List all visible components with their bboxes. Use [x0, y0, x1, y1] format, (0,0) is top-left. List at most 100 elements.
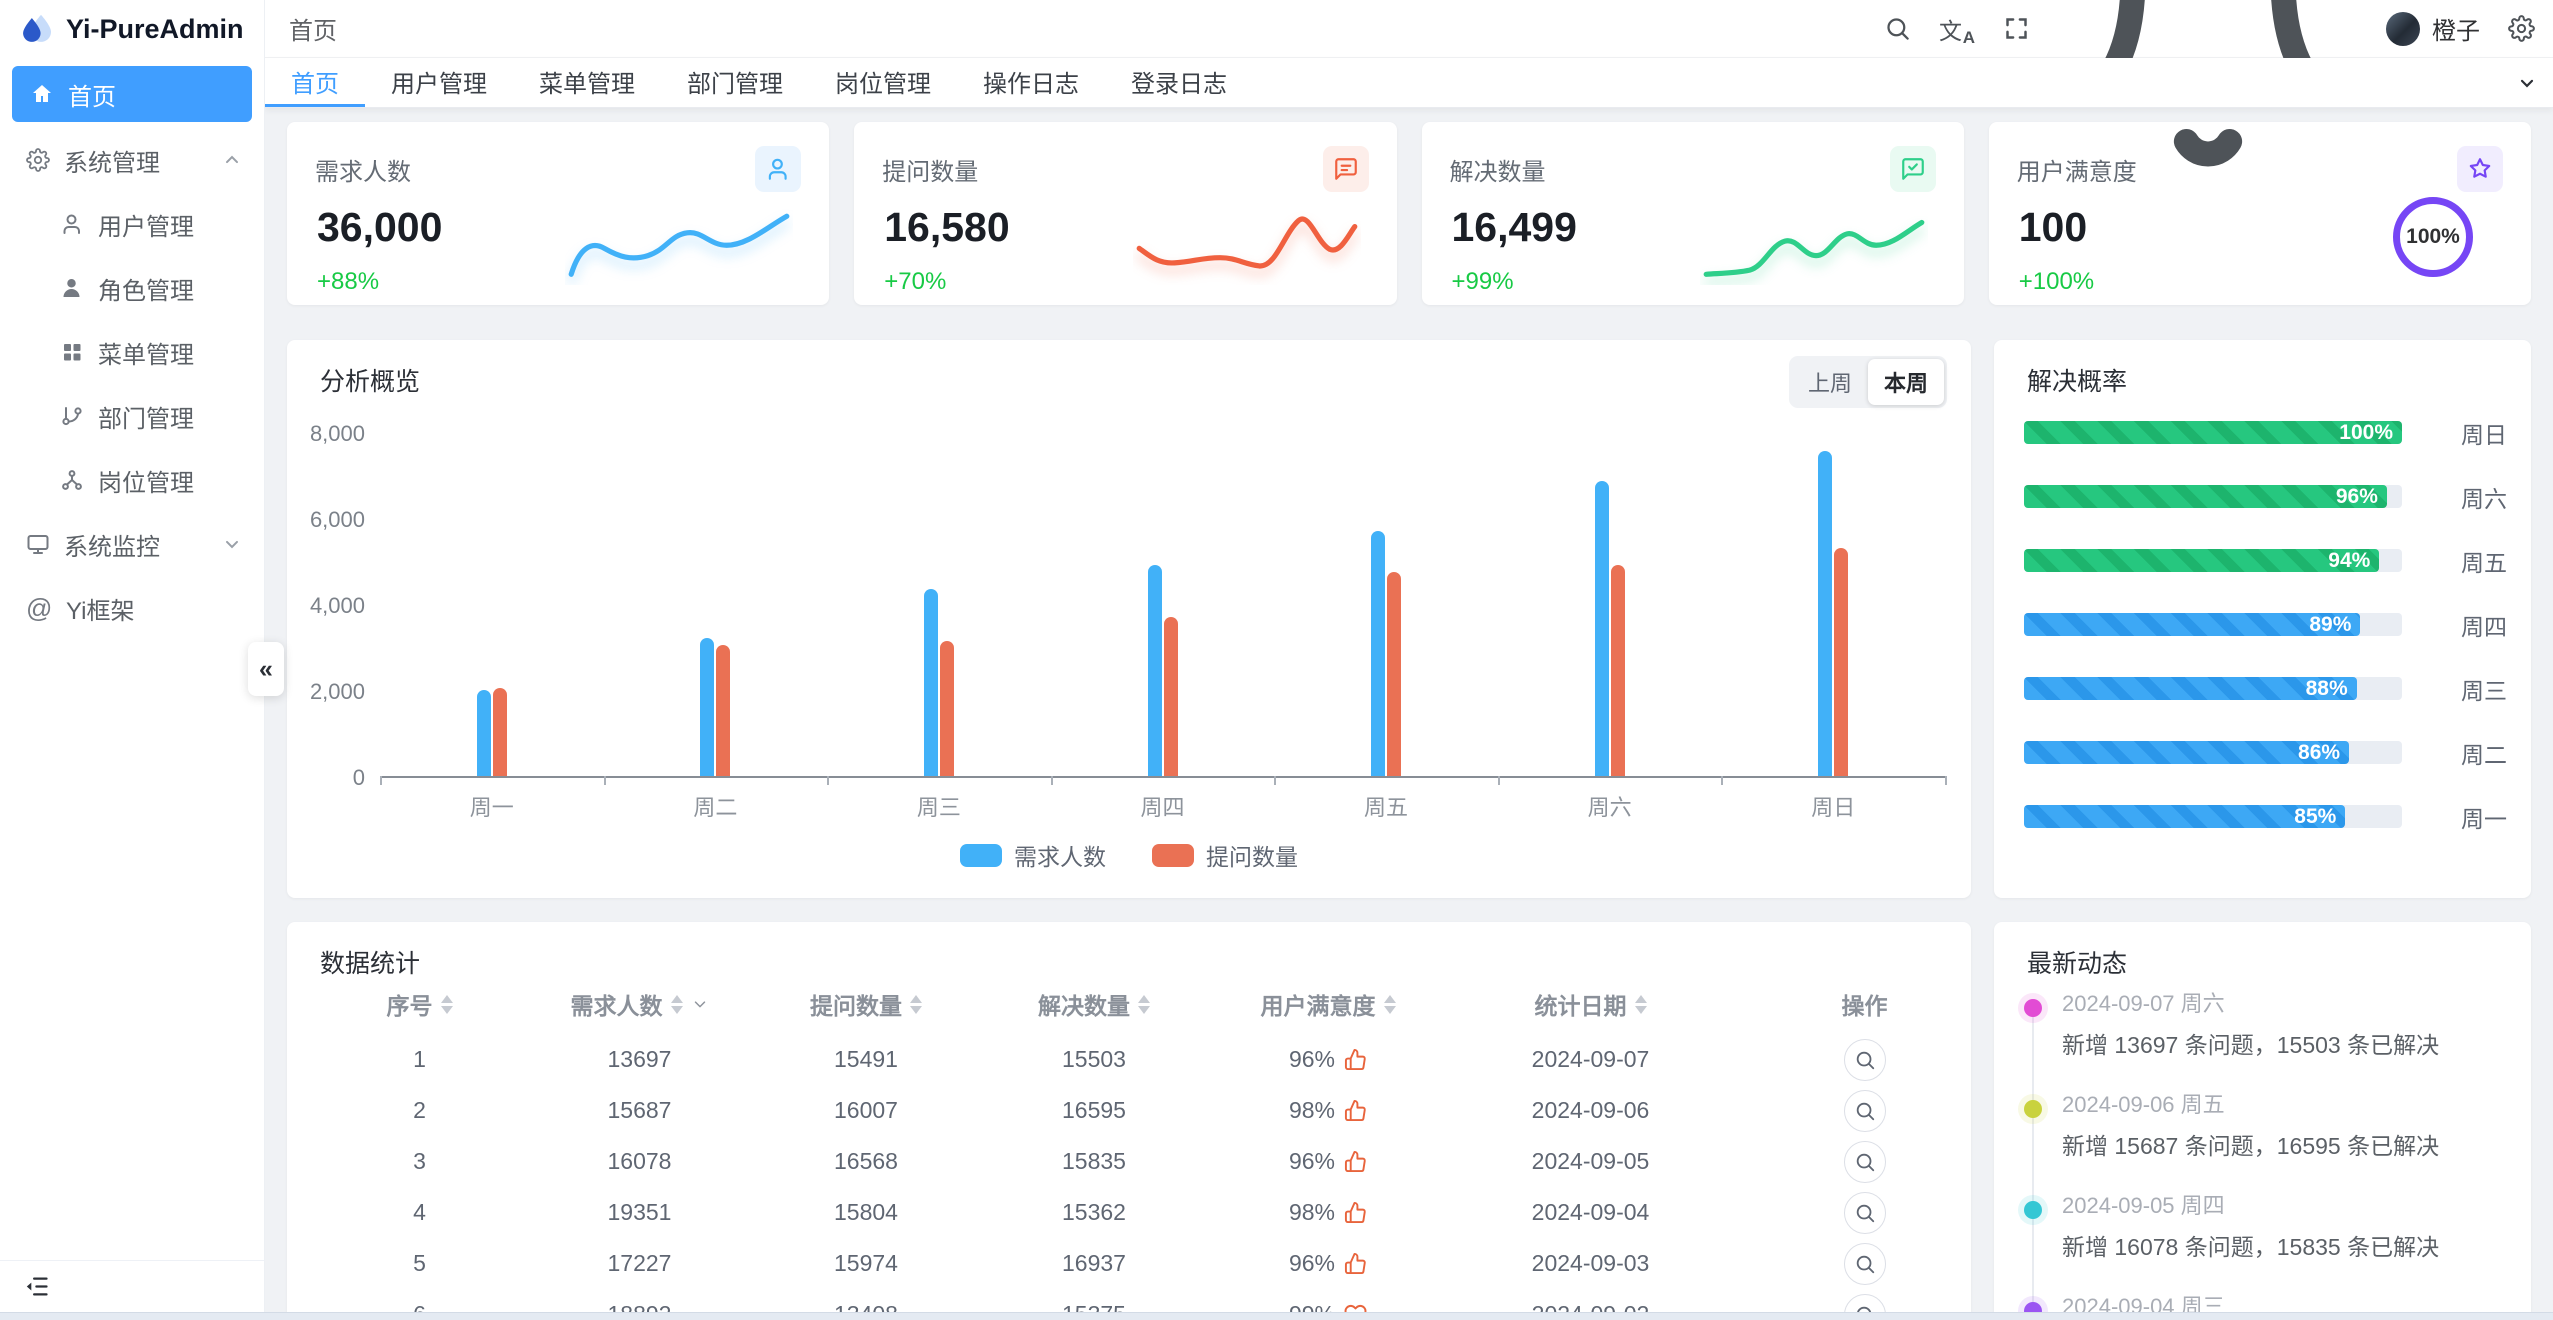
table-row: 4 19351 15804 15362 98% 2024-09-04 — [312, 1187, 1946, 1238]
sort-carets-icon[interactable] — [1383, 994, 1396, 1014]
column-header-2[interactable]: 提问数量 — [752, 987, 980, 1021]
satisfaction-value: 98% — [1288, 1199, 1336, 1225]
sidebar-item-user-management[interactable]: 用户管理 — [0, 192, 264, 256]
legend-item-1[interactable]: 提问数量 — [1152, 838, 1298, 872]
view-detail-button[interactable] — [1843, 1089, 1886, 1132]
column-header-0[interactable]: 序号 — [312, 987, 527, 1021]
app-logo[interactable]: Yi-PureAdmin — [0, 0, 264, 58]
cell-demand: 16078 — [607, 1148, 672, 1174]
user-profile[interactable]: 橙子 — [2386, 11, 2480, 46]
search-icon[interactable] — [1884, 15, 1911, 42]
cell-satisfaction: 96% — [1208, 1148, 1448, 1175]
x-axis-tick — [1721, 776, 1724, 785]
sort-carets-icon[interactable] — [1138, 994, 1150, 1014]
chevron-down-icon[interactable] — [691, 995, 709, 1013]
view-detail-button[interactable] — [1843, 1242, 1886, 1285]
stat-card-1: 提问数量 16,580 +70% — [854, 122, 1397, 305]
legend-swatch — [1152, 843, 1194, 867]
this-week-button[interactable]: 本周 — [1867, 359, 1944, 405]
share-nodes-icon — [60, 468, 84, 492]
tab-item-3[interactable]: 部门管理 — [687, 70, 783, 98]
settings-gear-icon[interactable] — [2508, 15, 2535, 42]
x-axis-label: 周二 — [693, 795, 738, 820]
user-filled-icon — [60, 276, 84, 300]
sort-carets-icon[interactable] — [440, 994, 453, 1014]
table-row: 1 13697 15491 15503 96% 2024-09-07 — [312, 1034, 1946, 1085]
cell-index: 1 — [413, 1046, 426, 1072]
sidebar-item-department-management[interactable]: 部门管理 — [0, 384, 264, 448]
chevron-down-icon — [222, 534, 242, 554]
progress-track: 89% — [2024, 613, 2402, 636]
progress-fill: 88% — [2024, 677, 2357, 700]
timeline-connector — [2032, 1012, 2034, 1320]
fullscreen-icon[interactable] — [2003, 15, 2030, 42]
column-header-5[interactable]: 统计日期 — [1448, 987, 1733, 1021]
tab-item-2[interactable]: 菜单管理 — [539, 70, 635, 98]
cell-actions — [1733, 1038, 1971, 1081]
tab-item-1[interactable]: 用户管理 — [391, 70, 487, 98]
sidebar-item-position-management[interactable]: 岗位管理 — [0, 448, 264, 512]
sidebar-collapse-handle[interactable]: « — [248, 642, 284, 696]
thumbs-up-icon — [1344, 1252, 1367, 1275]
analysis-overview-card: 分析概览 上周 本周 0 2,000 4,000 6,000 8,000 周一 周二 周三 周四… — [287, 340, 1971, 898]
last-week-button[interactable]: 上周 — [1792, 359, 1868, 405]
view-detail-button[interactable] — [1843, 1140, 1886, 1183]
column-header-1[interactable]: 需求人数 — [527, 987, 752, 1021]
tab-options-chevron-icon[interactable] — [2517, 73, 2537, 93]
tab-item-5[interactable]: 操作日志 — [983, 70, 1079, 98]
sidebar-item-label: 首页 — [68, 83, 116, 111]
sort-carets-icon[interactable] — [1634, 994, 1647, 1014]
sidebar-item-role-management[interactable]: 角色管理 — [0, 256, 264, 320]
stat-cards-row: 需求人数 36,000 +88% 提问数量 16,580 +70% 解决数量 16,499 +9… — [287, 122, 2531, 305]
sidebar-group-system-management[interactable]: 系统管理 — [0, 128, 264, 192]
tab-item-4[interactable]: 岗位管理 — [835, 70, 931, 98]
column-header-4[interactable]: 用户满意度 — [1208, 987, 1448, 1021]
tab-item-6[interactable]: 登录日志 — [1131, 70, 1227, 98]
column-header-label: 解决数量 — [1038, 993, 1130, 1019]
sidebar-item-menu-management[interactable]: 菜单管理 — [0, 320, 264, 384]
cell-satisfaction: 96% — [1208, 1250, 1448, 1277]
bar-series-1 — [1387, 571, 1402, 776]
breadcrumb[interactable]: 首页 — [289, 18, 337, 45]
gear-icon — [26, 148, 50, 172]
view-detail-button[interactable] — [1843, 1038, 1886, 1081]
progress-value: 100% — [2339, 420, 2393, 444]
view-detail-button[interactable] — [1843, 1191, 1886, 1234]
sidebar-item-yi-framework[interactable]: @ Yi框架 — [0, 576, 264, 640]
stat-card-value: 16,580 — [884, 204, 1010, 250]
sidebar-group-system-monitor[interactable]: 系统监控 — [0, 512, 264, 576]
column-header-6[interactable]: 操作 — [1733, 987, 1971, 1021]
cell-solved: 16937 — [1062, 1250, 1126, 1276]
column-header-label: 用户满意度 — [1260, 993, 1376, 1019]
timeline-text: 新增 13697 条问题，15503 条已解决 — [2062, 1032, 2440, 1058]
progress-day-label: 周一 — [2461, 805, 2507, 832]
username: 橙子 — [2432, 18, 2480, 45]
satisfaction-ring-label: 100% — [2406, 225, 2460, 248]
branch-icon — [60, 404, 84, 428]
stat-card-delta: +88% — [317, 268, 380, 295]
tabs-list: 首页 用户管理 菜单管理 部门管理 岗位管理 操作日志 登录日志 — [265, 58, 1253, 107]
bar-series-1 — [1834, 548, 1849, 776]
bar-chart-plot: 0 2,000 4,000 6,000 8,000 周一 周二 周三 周四 周五 周六 周日 — [310, 421, 1947, 820]
monitor-icon — [26, 532, 50, 556]
bar-series-0 — [1147, 565, 1162, 776]
tab-item-0[interactable]: 首页 — [265, 58, 365, 107]
sidebar-item-home[interactable]: 首页 — [12, 66, 252, 122]
column-header-3[interactable]: 解决数量 — [980, 987, 1208, 1021]
sort-carets-icon[interactable] — [910, 994, 922, 1014]
bar-series-1 — [1163, 616, 1178, 776]
y-axis-tick-label: 6,000 — [309, 507, 365, 532]
bar-series-0 — [476, 690, 491, 776]
menu-fold-icon[interactable] — [24, 1273, 51, 1300]
progress-day-label: 周日 — [2461, 421, 2507, 448]
stat-card-title: 用户满意度 — [2016, 159, 2137, 186]
timeline-date: 2024-09-06 周五 — [2062, 1092, 2225, 1117]
sort-carets-icon[interactable] — [670, 994, 683, 1014]
horizontal-scrollbar[interactable] — [0, 1312, 2553, 1320]
timeline-text: 新增 15687 条问题，16595 条已解决 — [2062, 1133, 2440, 1159]
legend-item-0[interactable]: 需求人数 — [960, 838, 1106, 872]
cell-solved: 15835 — [1062, 1148, 1126, 1174]
column-header-label: 序号 — [386, 993, 433, 1019]
progress-day-label: 周六 — [2461, 485, 2507, 512]
